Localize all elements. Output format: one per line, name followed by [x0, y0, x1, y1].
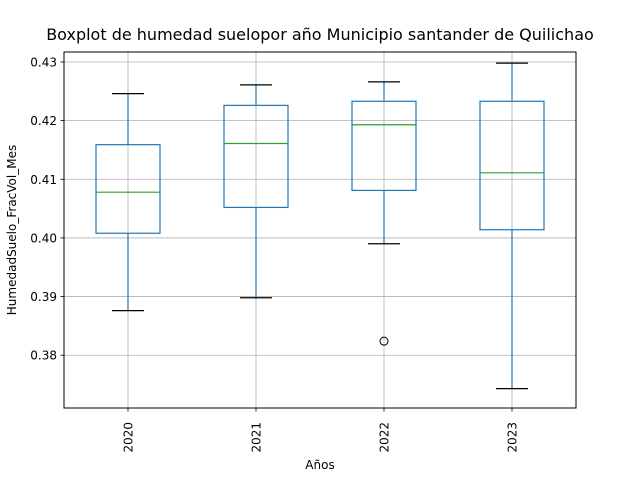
x-axis: 2020 2021 2022 2023 [122, 408, 520, 453]
boxes [95, 62, 545, 390]
box-2021 [223, 84, 289, 299]
y-tick-label: 0.41 [30, 173, 57, 187]
x-tick-label: 2021 [250, 422, 264, 453]
x-tick-label: 2023 [506, 422, 520, 453]
x-axis-label: Años [305, 458, 334, 472]
y-axis-label: HumedadSuelo_FracVol_Mes [5, 145, 19, 315]
y-tick-label: 0.38 [30, 349, 57, 363]
box-2020 [95, 93, 161, 312]
y-tick-label: 0.40 [30, 231, 57, 245]
y-tick-label: 0.43 [30, 55, 57, 69]
iqr-box [223, 104, 289, 209]
iqr-box [479, 100, 545, 231]
box-2022 [351, 81, 417, 346]
iqr-box [95, 144, 161, 234]
y-tick-label: 0.42 [30, 114, 57, 128]
x-tick-label: 2022 [378, 422, 392, 453]
y-tick-label: 0.39 [30, 290, 57, 304]
chart-title: Boxplot de humedad suelopor año Municipi… [46, 25, 594, 44]
x-tick-label: 2020 [122, 422, 136, 453]
y-axis: 0.38 0.39 0.40 0.41 0.42 0.43 [30, 55, 64, 363]
box-2023 [479, 62, 545, 390]
iqr-box [351, 100, 417, 192]
plot-frame [63, 51, 577, 409]
outlier-point [379, 336, 389, 346]
